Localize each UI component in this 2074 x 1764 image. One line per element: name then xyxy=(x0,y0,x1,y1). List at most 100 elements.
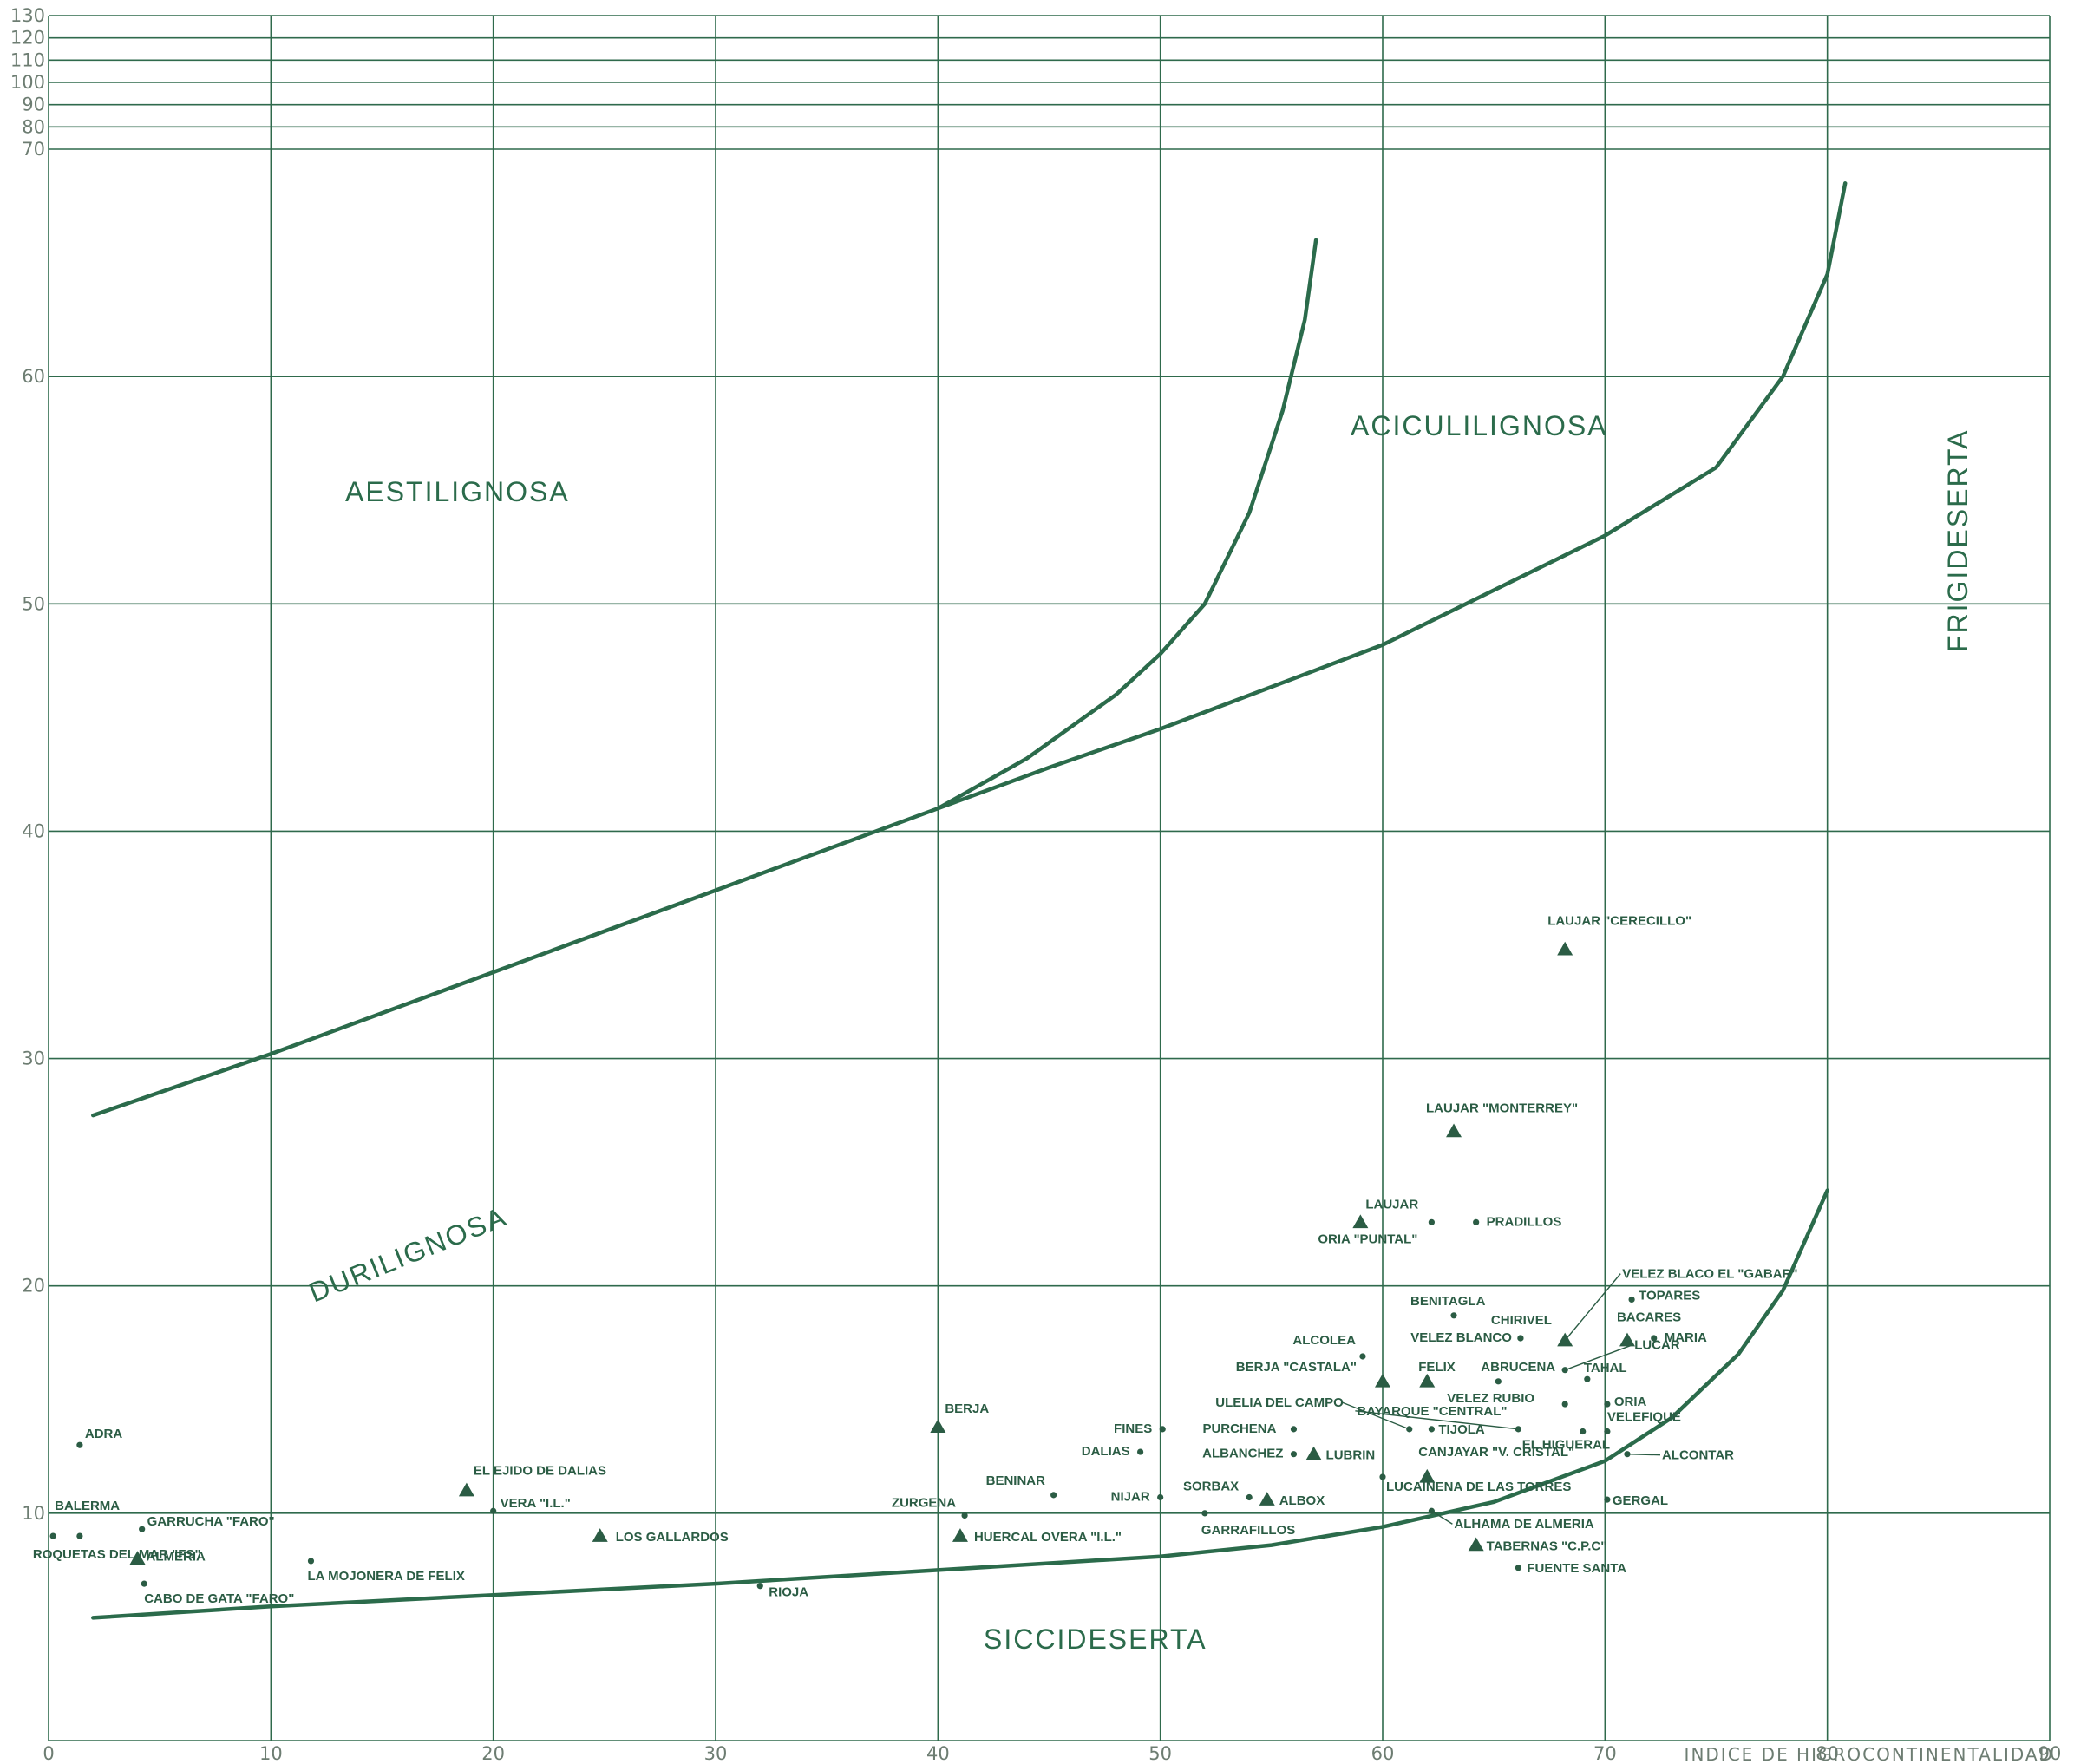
y-tick-label: 10 xyxy=(22,1503,45,1524)
station-marker-triangle xyxy=(1557,941,1573,956)
station-label: VELEZ RUBIO xyxy=(1447,1391,1534,1406)
station-label: LA MOJONERA DE FELIX xyxy=(307,1569,464,1584)
x-tick-label: 60 xyxy=(1371,1743,1395,1764)
station-maria: MARIA xyxy=(1651,1330,1707,1345)
station-velez-rubio: VELEZ RUBIO xyxy=(1447,1391,1568,1408)
station-lucar: LUCAR xyxy=(1561,1338,1680,1374)
station-velez-blaco-el-gabar: VELEZ BLACO EL "GABAR" xyxy=(1557,1267,1797,1347)
station-leader-line xyxy=(1341,1401,1410,1430)
station-bacares: BACARES xyxy=(1617,1310,1681,1347)
station-label: PRADILLOS xyxy=(1487,1214,1562,1229)
station-marker-triangle xyxy=(1259,1492,1275,1506)
station-label: BALERMA xyxy=(55,1499,120,1513)
station-label: CANJAYAR "V. CRISTAL" xyxy=(1418,1445,1574,1460)
station-label: FELIX xyxy=(1418,1360,1456,1375)
boundary-curves xyxy=(91,181,1848,1620)
station-berja-castala: BERJA "CASTALA" xyxy=(1236,1360,1390,1388)
station-vera-i-l: VERA "I.L." xyxy=(490,1496,571,1514)
station-marker-dot xyxy=(139,1526,146,1532)
station-oria: ORIA xyxy=(1604,1395,1647,1409)
station-sorbax: SORBAX xyxy=(1183,1480,1253,1501)
station-marker-triangle xyxy=(592,1528,608,1542)
station-marker-dot xyxy=(1651,1335,1658,1342)
station-label: LUCAINENA DE LAS TORRES xyxy=(1386,1480,1571,1494)
station-leader-line xyxy=(1564,1344,1633,1371)
station-label: ALCONTAR xyxy=(1662,1448,1734,1463)
station-label: ALHAMA DE ALMERIA xyxy=(1454,1517,1594,1532)
station-marker-dot xyxy=(961,1512,968,1519)
station-marker-triangle xyxy=(1352,1214,1369,1229)
station-marker-dot xyxy=(1428,1218,1435,1225)
x-tick-label: 50 xyxy=(1148,1743,1172,1764)
station-marker-triangle xyxy=(952,1528,968,1542)
station-label: PURCHENA xyxy=(1202,1421,1276,1436)
station-marker-dot xyxy=(1290,1426,1298,1433)
station-label: DALIAS xyxy=(1082,1444,1130,1459)
station-canjayar-v-cristal: CANJAYAR "V. CRISTAL" xyxy=(1418,1445,1574,1483)
station-pradillos: PRADILLOS xyxy=(1473,1214,1561,1229)
station-marker-dot xyxy=(141,1580,147,1587)
region-label-aestilignosa: AESTILIGNOSA xyxy=(345,476,570,507)
x-axis-title: INDICE DE HIGROCONTINENTALIDAD xyxy=(1685,1744,2054,1764)
x-tick-label: 30 xyxy=(704,1743,728,1764)
station-tabernas-c-p-c: TABERNAS "C.P.C" xyxy=(1468,1537,1606,1554)
station-balerma: BALERMA xyxy=(49,1499,120,1539)
station-marker-dot xyxy=(76,1532,83,1539)
station-alcontar: ALCONTAR xyxy=(1624,1448,1734,1463)
station-oria-puntal: ORIA "PUNTAL" xyxy=(1318,1218,1435,1246)
station-nijar: NIJAR xyxy=(1111,1490,1164,1505)
region-label-durilignosa: DURILIGNOSA xyxy=(304,1200,511,1308)
x-tick-label: 40 xyxy=(926,1743,950,1764)
boundary-curve xyxy=(936,238,1318,811)
station-marker-dot xyxy=(1157,1493,1164,1501)
station-marker-triangle xyxy=(1375,1373,1390,1388)
station-el-higueral: EL HIGUERAL xyxy=(1522,1428,1610,1452)
station-tijola: TIJOLA xyxy=(1428,1422,1485,1437)
station-tahal: TAHAL xyxy=(1584,1361,1627,1382)
weather-stations: ALMERIA EL EJIDO DE DALIAS LOS GALLARDOS BE… xyxy=(33,914,1798,1606)
station-berja: BERJA xyxy=(930,1401,989,1433)
station-marker-triangle xyxy=(458,1482,474,1497)
station-label: BERJA "CASTALA" xyxy=(1236,1360,1357,1375)
station-dalias: DALIAS xyxy=(1082,1444,1144,1459)
station-label: ADRA xyxy=(85,1427,122,1441)
station-marker-dot xyxy=(1450,1312,1457,1319)
y-tick-label: 70 xyxy=(22,139,45,160)
station-marker-dot xyxy=(490,1507,497,1514)
station-label: GERGAL xyxy=(1613,1493,1668,1508)
x-tick-label: 80 xyxy=(1816,1743,1839,1764)
station-marker-triangle xyxy=(1557,1332,1573,1347)
station-almeria: ALMERIA xyxy=(129,1549,206,1565)
station-el-ejido-de-dalias: EL EJIDO DE DALIAS xyxy=(458,1464,606,1497)
station-label: TIJOLA xyxy=(1438,1422,1485,1437)
station-label: ALBANCHEZ xyxy=(1202,1447,1283,1461)
y-tick-label: 120 xyxy=(10,28,45,49)
y-tick-label: 100 xyxy=(10,72,45,93)
station-adra: ADRA xyxy=(76,1427,122,1448)
station-marker-dot xyxy=(76,1441,83,1448)
station-label: ORIA "PUNTAL" xyxy=(1318,1232,1417,1246)
station-label: TOPARES xyxy=(1639,1288,1700,1303)
station-label: BERJA xyxy=(945,1401,989,1416)
station-marker-dot xyxy=(1428,1426,1435,1433)
station-label: EL HIGUERAL xyxy=(1522,1437,1610,1452)
station-label: FINES xyxy=(1114,1421,1152,1436)
station-marker-dot xyxy=(1379,1473,1386,1480)
boundary-curve xyxy=(91,181,1848,1118)
station-label: NIJAR xyxy=(1111,1490,1150,1505)
station-laujar: LAUJAR xyxy=(1352,1197,1418,1229)
station-marker-dot xyxy=(49,1532,56,1539)
station-label: ROQUETAS DEL MAR "FS" xyxy=(33,1547,201,1562)
boundary-curve xyxy=(91,1188,1829,1620)
station-label: VELEFIQUE xyxy=(1607,1409,1681,1424)
station-marker-dot xyxy=(1515,1565,1521,1571)
station-huercal-overa-i-l: HUERCAL OVERA "I.L." xyxy=(952,1528,1122,1545)
station-zurgena: ZURGENA xyxy=(892,1495,968,1519)
y-tick-label: 130 xyxy=(10,5,45,26)
station-label: BAYARQUE "CENTRAL" xyxy=(1357,1404,1507,1419)
station-leader-line xyxy=(1355,1410,1519,1430)
station-label: LAUJAR "MONTERREY" xyxy=(1426,1101,1578,1115)
station-los-gallardos: LOS GALLARDOS xyxy=(592,1528,729,1545)
station-lubrin: LUBRIN xyxy=(1305,1446,1375,1463)
